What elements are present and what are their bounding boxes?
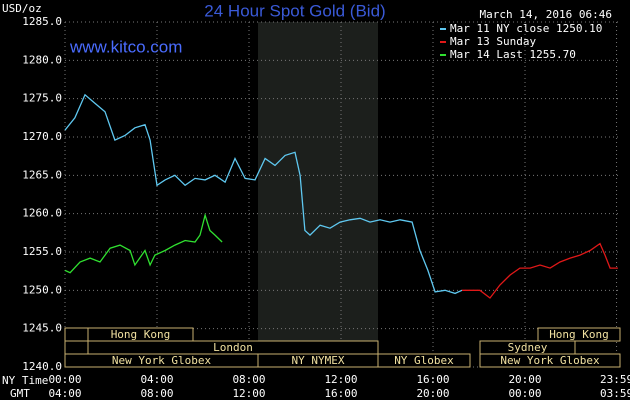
y-tick-label: 1280.0	[22, 53, 62, 66]
y-tick-label: 1260.0	[22, 207, 62, 220]
session-label: NY Globex	[394, 354, 454, 367]
session-label: London	[213, 341, 253, 354]
x-tick-label: 23:59	[600, 373, 630, 386]
y-tick-label: 1250.0	[22, 283, 62, 296]
price-line	[64, 93, 463, 295]
session-label: New York Globex	[500, 354, 600, 367]
x-label: NY Time	[2, 374, 48, 387]
legend-entry: Mar 13 Sunday	[450, 35, 536, 48]
session-box	[479, 353, 621, 368]
x2-label: GMT	[10, 387, 30, 400]
y-tick-label: 1275.0	[22, 92, 62, 105]
nymex-shade	[258, 22, 378, 367]
y-tick-label: 1245.0	[22, 322, 62, 335]
site: www.kitco.com	[69, 37, 182, 56]
price-line	[64, 212, 223, 274]
x2-tick-label: 16:00	[324, 387, 357, 400]
session-label: Sydney	[508, 341, 548, 354]
x-tick-label: 16:00	[416, 373, 449, 386]
x-tick-label: 04:00	[140, 373, 173, 386]
y-tick-label: 1270.0	[22, 130, 62, 143]
session-box	[537, 327, 621, 342]
session-box	[64, 327, 89, 342]
x-tick-label: 08:00	[232, 373, 265, 386]
timestamp: March 14, 2016 06:46	[480, 8, 612, 21]
session-box	[377, 353, 471, 368]
session-label: Hong Kong	[549, 328, 609, 341]
chart-title: 24 Hour Spot Gold (Bid)	[204, 1, 385, 20]
x-tick-label: 00:00	[48, 373, 81, 386]
session-box	[64, 340, 89, 355]
x-tick-label: 12:00	[324, 373, 357, 386]
x2-tick-label: 12:00	[232, 387, 265, 400]
y-tick-label: 1285.0	[22, 15, 62, 28]
y-tick-label: 1255.0	[22, 245, 62, 258]
legend-entry: Mar 11 NY close 1250.10	[450, 22, 602, 35]
y-tick-label: 1240.0	[22, 360, 62, 373]
legend-entry: Mar 14 Last 1255.70	[450, 48, 576, 61]
session-label: Hong Kong	[111, 328, 171, 341]
x2-tick-label: 00:00	[508, 387, 541, 400]
session-label: New York Globex	[112, 354, 212, 367]
x-tick-label: 20:00	[508, 373, 541, 386]
x2-tick-label: 03:59	[600, 387, 630, 400]
price-line	[462, 242, 618, 299]
y-tick-label: 1265.0	[22, 168, 62, 181]
x2-tick-label: 04:00	[48, 387, 81, 400]
y-label: USD/oz	[2, 2, 42, 15]
x2-tick-label: 20:00	[416, 387, 449, 400]
x2-tick-label: 08:00	[140, 387, 173, 400]
session-label: NY NYMEX	[292, 354, 345, 367]
